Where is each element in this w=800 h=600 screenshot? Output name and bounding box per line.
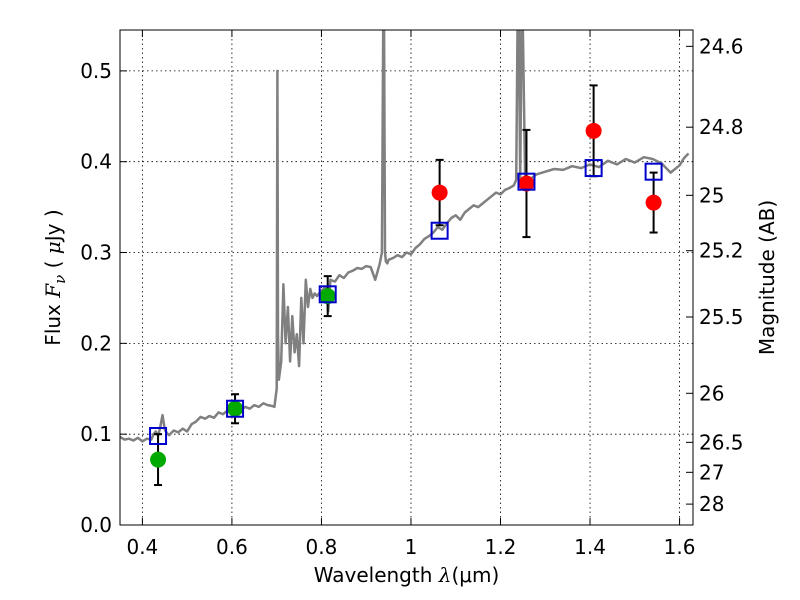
x-tick-label: 0.4 [126,535,158,559]
y-axis-label: Flux Fν ( μJy ) [41,209,69,345]
y-tick-label: 0.3 [80,241,112,265]
y-axis-label-symbol: F [41,283,65,299]
observed-ir-point [518,175,535,192]
right-tick-label: 27 [699,460,724,484]
x-tick-label: 0.8 [306,535,338,559]
right-tick-label: 25.2 [699,239,744,263]
right-tick-label: 26 [699,381,724,405]
model-photometry-square [517,172,536,191]
y-axis-label-subscript: ν [51,275,69,284]
right-tick-label: 24.8 [699,115,744,139]
y-axis-label-units-open: ( [41,254,65,275]
y-tick-label: 0.2 [80,331,112,355]
y-axis-label-units-close: Jy ) [41,209,65,243]
right-tick-label: 28 [699,492,724,516]
x-axis-label-symbol: λ [438,563,452,587]
model-photometry-squares [149,159,663,445]
x-tick-label: 1.4 [574,535,606,559]
x-tick-label: 1.6 [664,535,696,559]
right-axis-label: Magnitude (AB) [755,200,779,355]
y-tick-label: 0.4 [80,150,112,174]
y-tick-label: 0.1 [80,422,112,446]
y-tick-label: 0.0 [80,513,112,537]
observed-ir-point [585,122,602,139]
model-photometry-square [318,285,337,304]
tick-labels: 0.4 0.6 0.8 1 1.2 1.4 1.6 0.0 0.1 0.2 0.3 0.4 0.5 24.… [80,34,743,559]
x-axis-label-prefix: Wavelength [314,563,439,587]
observed-ir-point [645,194,662,211]
grid [120,30,693,525]
observed-optical-point [227,400,244,417]
x-tick-label: 1 [405,535,418,559]
model-photometry-square [644,162,663,181]
y-tick-label: 0.5 [80,59,112,83]
model-photometry-square [430,221,449,240]
right-tick-label: 25 [699,183,724,207]
model-photometry-square [226,399,245,418]
x-axis-label-units: (μm) [451,563,499,587]
y-axis-label-prefix: Flux [41,298,65,346]
model-photometry-square [149,426,168,445]
model-spectrum-line [120,30,690,443]
right-tick-label: 26.5 [699,430,744,454]
right-tick-label: 24.6 [699,34,744,58]
error-bars [154,84,658,487]
model-photometry-square [584,159,603,178]
observed-ir-point [431,184,448,201]
x-tick-label: 0.6 [216,535,248,559]
x-axis-label: Wavelength λ(μm) [314,563,500,587]
observed-optical-point [150,451,167,468]
observed-points [150,122,662,468]
x-tick-label: 1.2 [485,535,517,559]
plot-area [120,30,690,487]
y-axis-label-mu: μ [41,241,65,254]
axis-ticks [120,30,693,526]
plot-frame [119,29,694,526]
right-tick-label: 25.5 [699,305,744,329]
observed-optical-point [319,288,336,305]
